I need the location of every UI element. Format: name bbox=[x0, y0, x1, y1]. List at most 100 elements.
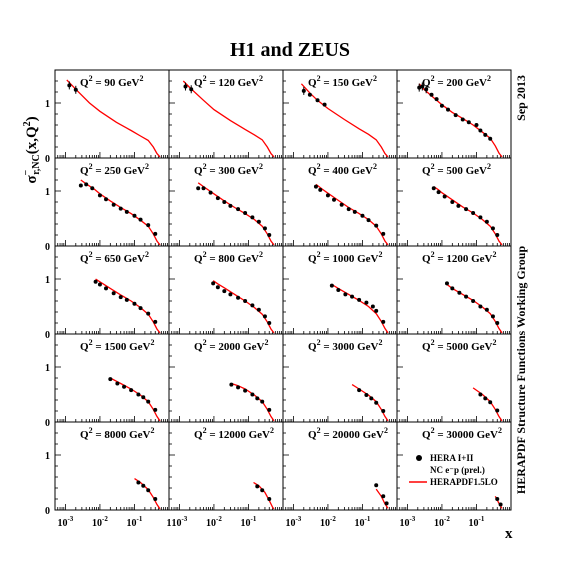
fit-curve bbox=[212, 280, 275, 334]
data-point bbox=[360, 213, 365, 218]
panel-q2-label: Q2 = 150 GeV2 bbox=[308, 74, 377, 89]
data-point bbox=[129, 388, 134, 393]
data-point bbox=[136, 392, 141, 397]
panel-q2-label: Q2 = 1500 GeV2 bbox=[80, 338, 154, 353]
data-point bbox=[364, 393, 369, 398]
data-point bbox=[478, 215, 483, 220]
data-point bbox=[325, 193, 330, 198]
data-point bbox=[229, 382, 234, 387]
data-point bbox=[384, 501, 389, 506]
chart-title: H1 and ZEUS bbox=[230, 39, 350, 61]
y-tick-label: 0 bbox=[45, 330, 50, 341]
data-point bbox=[346, 207, 351, 212]
data-point bbox=[364, 300, 369, 305]
data-point bbox=[124, 297, 129, 302]
data-point bbox=[267, 233, 272, 237]
data-point bbox=[352, 209, 357, 214]
data-point bbox=[339, 202, 344, 207]
data-point bbox=[236, 207, 241, 212]
data-point bbox=[488, 136, 493, 141]
data-point bbox=[374, 223, 379, 228]
data-point bbox=[141, 483, 146, 488]
data-point bbox=[222, 289, 227, 294]
panel-q2-label: Q2 = 120 GeV2 bbox=[194, 74, 263, 89]
data-point bbox=[488, 400, 493, 405]
y-tick-label: 1 bbox=[45, 187, 50, 198]
fit-curves bbox=[66, 79, 503, 510]
y-tick-label: 1 bbox=[45, 363, 50, 374]
data-point bbox=[136, 480, 141, 485]
data-point bbox=[222, 200, 227, 204]
panel-q2-label: Q2 = 650 GeV2 bbox=[80, 250, 149, 265]
x-tick-label: 10-2 bbox=[320, 515, 336, 529]
data-point bbox=[490, 226, 495, 231]
x-tick-label: 1 bbox=[167, 518, 172, 529]
data-point bbox=[236, 295, 241, 300]
data-point bbox=[466, 120, 471, 125]
data-point bbox=[243, 299, 248, 303]
data-point bbox=[318, 187, 323, 192]
x-tick-label: 10-3 bbox=[285, 515, 301, 529]
panel-q2-label: Q2 = 3000 GeV2 bbox=[308, 338, 382, 353]
panel-q2-label: Q2 = 300 GeV2 bbox=[194, 162, 263, 177]
fit-curve bbox=[182, 80, 275, 158]
data-point bbox=[381, 494, 386, 499]
panel-grid bbox=[54, 69, 512, 511]
data-point bbox=[138, 217, 143, 222]
data-point bbox=[484, 219, 489, 224]
fit-curve bbox=[331, 283, 389, 334]
data-point bbox=[420, 84, 425, 89]
data-point bbox=[484, 307, 489, 312]
panel-q2-label: Q2 = 200 GeV2 bbox=[422, 74, 491, 89]
panel-q2-label: Q2 = 2000 GeV2 bbox=[194, 338, 268, 353]
data-point bbox=[243, 211, 248, 215]
data-point bbox=[153, 319, 158, 324]
x-tick-label: 10-3 bbox=[399, 515, 415, 529]
data-point bbox=[370, 304, 375, 309]
data-point bbox=[215, 196, 220, 201]
panel-q2-label: Q2 = 250 GeV2 bbox=[80, 162, 149, 177]
x-tick-label: 10-2 bbox=[434, 515, 450, 529]
data-point bbox=[153, 407, 158, 412]
data-point bbox=[442, 194, 447, 199]
svg-text:σ−r,NC(x,Q2): σ−r,NC(x,Q2) bbox=[21, 116, 42, 183]
data-point bbox=[153, 231, 158, 236]
data-point bbox=[381, 231, 386, 236]
data-point bbox=[111, 291, 116, 296]
data-point bbox=[256, 219, 261, 224]
data-point bbox=[104, 286, 109, 291]
data-point bbox=[255, 484, 260, 489]
data-point bbox=[250, 215, 255, 220]
panel-q2-label: Q2 = 90 GeV2 bbox=[80, 74, 143, 89]
data-point bbox=[471, 211, 476, 215]
panel-q2-label: Q2 = 500 GeV2 bbox=[422, 162, 491, 177]
data-point bbox=[146, 223, 151, 228]
data-point bbox=[444, 281, 449, 286]
data-point bbox=[250, 392, 255, 397]
data-point bbox=[431, 186, 436, 191]
x-axis-title: x bbox=[505, 526, 513, 542]
fit-curve bbox=[375, 488, 389, 509]
data-point bbox=[84, 182, 89, 187]
data-point bbox=[236, 385, 241, 390]
x-tick-label: 10-1 bbox=[241, 515, 257, 529]
data-point bbox=[111, 202, 116, 207]
y-axis-title: σ−r,NC(x,Q2) bbox=[21, 116, 42, 183]
data-point bbox=[450, 286, 455, 291]
x-tick-label: 10-2 bbox=[206, 515, 222, 529]
data-point bbox=[374, 308, 379, 313]
data-point bbox=[211, 281, 216, 286]
y-tick-label: 1 bbox=[45, 451, 50, 462]
data-point bbox=[450, 200, 455, 204]
data-point bbox=[498, 502, 503, 507]
y-tick-label: 1 bbox=[45, 99, 50, 110]
data-point bbox=[93, 279, 98, 284]
date-label: Sep 2013 bbox=[514, 75, 528, 121]
data-point bbox=[115, 381, 120, 386]
data-point bbox=[322, 102, 327, 107]
data-point bbox=[122, 384, 127, 389]
data-point bbox=[153, 497, 158, 501]
data-point bbox=[478, 304, 483, 309]
labels: Q2 = 90 GeV2 Q2 = 120 GeV2 Q2 = 150 GeV2 Q2… bbox=[45, 74, 502, 529]
